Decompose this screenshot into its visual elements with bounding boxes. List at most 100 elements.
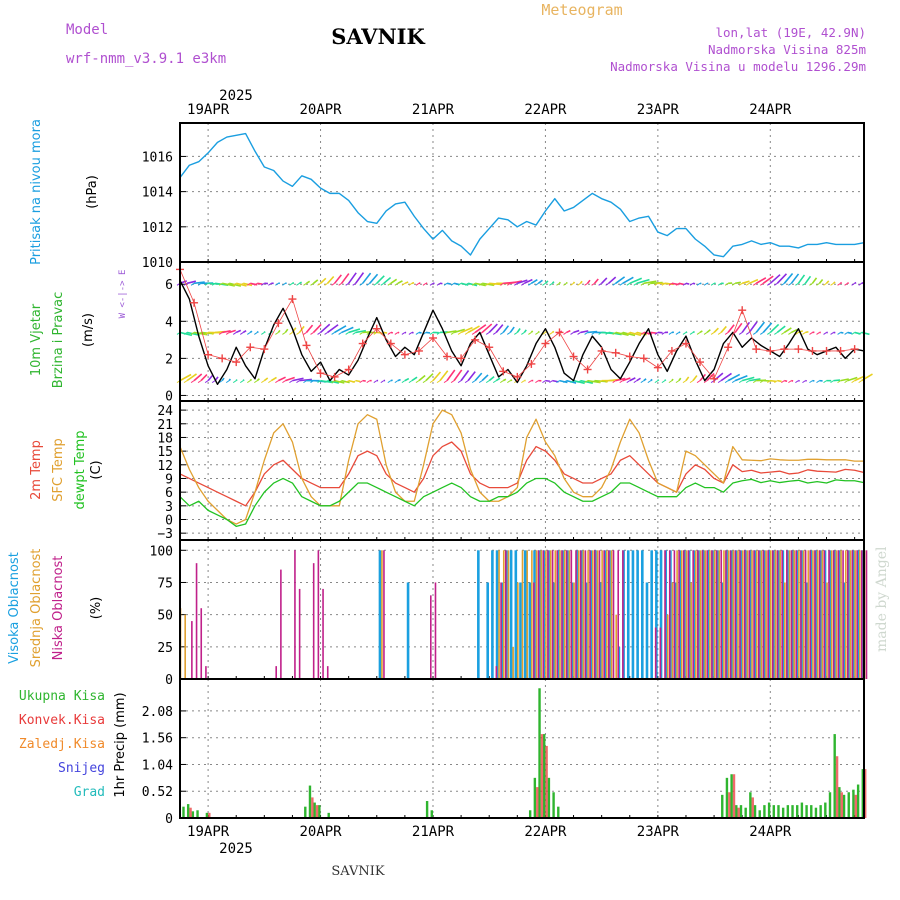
- wind-arrow: [727, 324, 735, 333]
- wind-arrow-head: [844, 380, 848, 384]
- cloud-bar: [406, 582, 410, 679]
- y-tick-label: 1012: [142, 221, 173, 236]
- cloud-bar: [727, 550, 730, 679]
- lonlat-label: lon,lat (19E, 42.9N): [715, 25, 866, 40]
- wind-arrow: [783, 327, 792, 334]
- wind-arrow: [186, 331, 200, 337]
- wind-arrow-head: [246, 332, 251, 335]
- panel-label: (%): [89, 597, 104, 620]
- wind-arrow-head: [661, 332, 666, 335]
- wind-arrow: [643, 280, 657, 285]
- panel-frame: [179, 122, 865, 263]
- wind-arrow: [460, 282, 469, 286]
- wind-arrow: [734, 322, 743, 333]
- wind-arrow-head: [275, 332, 279, 335]
- cloud-bar: [606, 550, 608, 679]
- bottom-year-label: 2025: [219, 841, 253, 857]
- wind-arrow-head: [605, 332, 609, 335]
- cloud-bar: [837, 550, 840, 679]
- wind-arrow-head: [563, 332, 567, 335]
- cloud-bar: [746, 550, 749, 679]
- wind-arrow-head: [521, 380, 525, 384]
- wind-arrow: [699, 330, 703, 334]
- wind-arrow-head: [345, 380, 349, 384]
- wind-arrow: [278, 376, 286, 382]
- cloud-bar: [854, 550, 856, 679]
- precip-bar: [835, 756, 839, 818]
- wind-arrow-head: [239, 282, 244, 286]
- wind-arrow-head: [759, 282, 764, 286]
- wind-arrow-head: [851, 380, 855, 384]
- cloud-bar: [832, 550, 835, 679]
- wind-arrow: [411, 281, 415, 285]
- model-elevation-label: Nadmorska Visina u modelu 1296.29m: [610, 59, 866, 74]
- top-date-label: 23APR: [637, 102, 680, 118]
- cloud-bar: [741, 550, 744, 679]
- wind-arrow-head: [795, 282, 799, 286]
- wind-arrow-head: [204, 282, 209, 286]
- wind-arrow: [397, 280, 403, 285]
- wind-arrow: [362, 272, 372, 284]
- wind-arrow-head: [485, 282, 490, 286]
- wind-arrow-head: [204, 380, 209, 384]
- wind-arrow-head: [809, 380, 813, 384]
- wind-arrow-head: [338, 380, 342, 384]
- cloud-bar: [587, 550, 589, 679]
- cloud-bar: [851, 550, 854, 679]
- wind-arrow-head: [802, 282, 806, 286]
- precip-legend-item: Konvek.Kisa: [19, 713, 105, 728]
- cloud-bar: [641, 550, 644, 679]
- wind-arrow-head: [696, 332, 701, 335]
- clouds-panel: 0 25 50 75 100 Visoka Oblacnost Srednja Oblacn…: [7, 539, 868, 688]
- wind-arrow-head: [570, 332, 574, 335]
- wind-arrow: [348, 328, 361, 334]
- wind-arrow: [692, 282, 696, 285]
- cloud-bar: [504, 550, 507, 679]
- wind-arrow-head: [752, 282, 757, 286]
- precip-bar: [744, 807, 747, 818]
- cloud-bar: [512, 646, 514, 679]
- cloud-bar: [650, 550, 653, 679]
- cloud-bar: [821, 550, 824, 679]
- cloud-bar: [757, 550, 760, 679]
- wind-arrow-head: [858, 282, 862, 286]
- wind-arrow: [847, 331, 853, 335]
- precip-bar: [318, 805, 321, 818]
- wind-arrow: [299, 378, 312, 382]
- wind-arrow-head: [401, 332, 406, 335]
- wind-arrow-head: [823, 282, 827, 286]
- cloud-bar: [521, 550, 524, 679]
- wind-arrow: [263, 377, 269, 382]
- y-tick-label: 1014: [142, 186, 173, 201]
- temp-line: [179, 409, 864, 525]
- wind-arrow-head: [809, 332, 813, 335]
- cloud-bar: [729, 550, 732, 679]
- wind-arrow: [544, 280, 549, 284]
- cloud-bar: [732, 550, 735, 679]
- wind-arrow-head: [232, 282, 237, 286]
- wind-arrow-head: [844, 282, 848, 286]
- wind-arrow: [341, 379, 350, 384]
- wind-arrow-head: [408, 380, 413, 384]
- wind-arrow-head: [492, 332, 497, 335]
- cloud-bar: [531, 550, 533, 679]
- wind-arrow: [559, 379, 568, 384]
- cloud-bar: [298, 588, 301, 679]
- cloud-bar: [322, 588, 324, 679]
- cloud-bar: [589, 550, 591, 679]
- cloud-bar: [654, 627, 657, 679]
- y-tick-label: 2.08: [142, 705, 173, 720]
- wind-arrow: [790, 273, 800, 284]
- wind-arrow-head: [436, 332, 441, 335]
- cloud-bar: [800, 550, 802, 679]
- wind-arrow-head: [689, 380, 694, 384]
- pressure-line: [179, 132, 865, 258]
- wind-arrow-head: [303, 282, 307, 286]
- cloud-bar: [519, 582, 522, 679]
- wind-arrow: [411, 376, 418, 382]
- cloud-bar: [709, 550, 711, 679]
- wind-arrow: [193, 373, 203, 382]
- wind-arrow: [446, 282, 451, 285]
